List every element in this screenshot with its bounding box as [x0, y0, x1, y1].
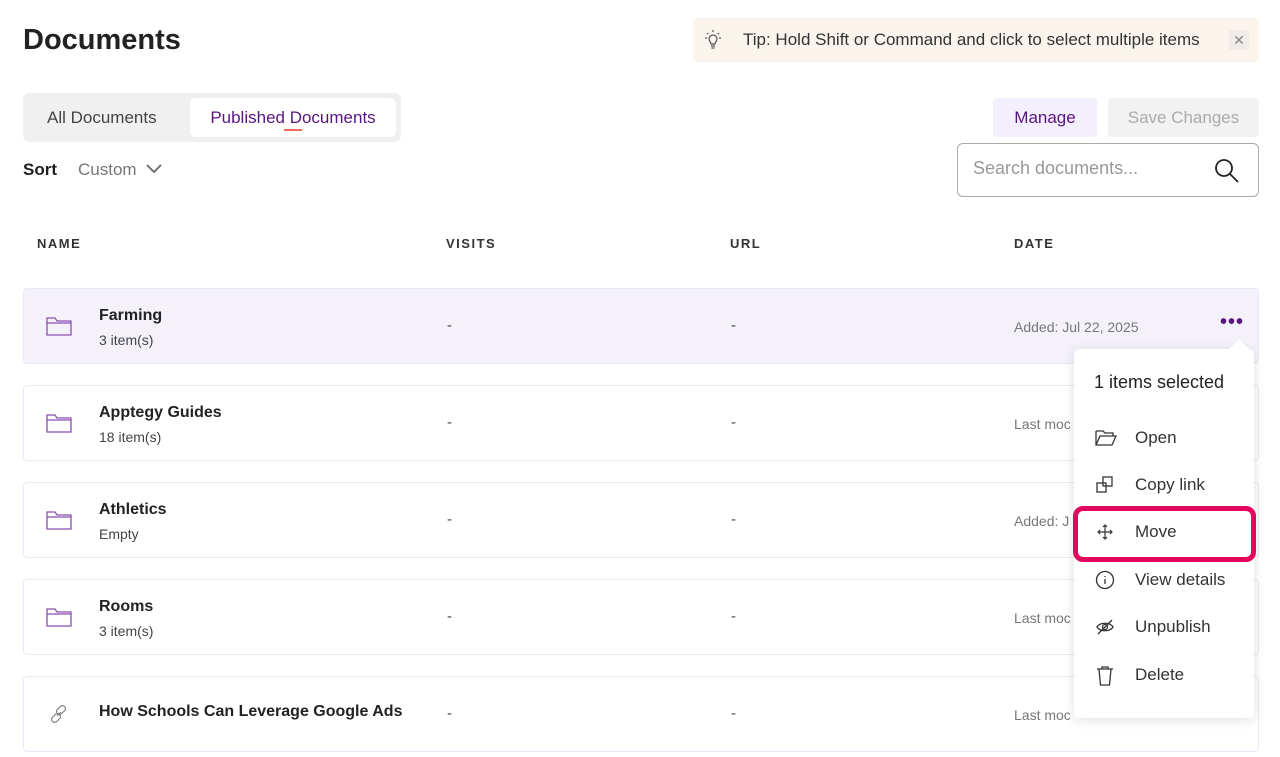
row-name[interactable]: How Schools Can Leverage Google Ads: [99, 703, 403, 720]
folder-icon: [46, 510, 72, 535]
menu-item-label: Unpublish: [1135, 617, 1211, 636]
row-url: -: [731, 414, 736, 431]
row-url: -: [731, 608, 736, 625]
page-title: Documents: [23, 24, 181, 56]
manage-button[interactable]: Manage: [993, 98, 1097, 137]
row-url: -: [731, 705, 736, 722]
link-icon: [49, 704, 69, 729]
table-row[interactable]: Rooms 3 item(s) - - Last moc: [23, 579, 1259, 655]
row-url: -: [731, 511, 736, 528]
row-visits: -: [447, 317, 452, 334]
folder-open-icon: [1095, 428, 1118, 448]
tab-all-documents[interactable]: All Documents: [47, 98, 157, 137]
copy-icon: [1095, 475, 1115, 495]
row-visits: -: [447, 511, 452, 528]
row-item-count: 18 item(s): [99, 429, 162, 445]
row-name[interactable]: Rooms: [99, 598, 154, 615]
table-row[interactable]: Apptegy Guides 18 item(s) - - Last moc: [23, 385, 1259, 461]
menu-item-open[interactable]: Open: [1074, 418, 1254, 458]
more-options-icon[interactable]: •••: [1219, 311, 1244, 333]
move-icon: [1095, 522, 1115, 542]
menu-item-label: Copy link: [1135, 475, 1205, 494]
menu-item-label: View details: [1135, 570, 1226, 589]
menu-item-delete[interactable]: Delete: [1074, 655, 1254, 695]
selection-count: 1 items selected: [1094, 372, 1225, 392]
menu-item-label: Move: [1135, 522, 1177, 541]
row-date: Last moc: [1014, 610, 1071, 626]
tab-label: All Documents: [47, 107, 157, 127]
table-row[interactable]: Athletics Empty - - Added: J: [23, 482, 1259, 558]
menu-item-copy-link[interactable]: Copy link: [1074, 465, 1254, 505]
tab-label: Published Documents: [210, 107, 376, 127]
document-tabs: All Documents Published Documents: [23, 93, 401, 142]
tab-published-documents[interactable]: Published Documents: [190, 98, 396, 137]
search-input[interactable]: [973, 158, 1203, 179]
trash-icon: [1095, 665, 1115, 686]
menu-item-label: Open: [1135, 428, 1177, 447]
sort-dropdown[interactable]: Custom: [78, 160, 163, 180]
row-item-count: 3 item(s): [99, 623, 154, 639]
column-header-url[interactable]: URL: [730, 236, 762, 251]
search-icon[interactable]: [1214, 158, 1240, 189]
row-name[interactable]: Athletics: [99, 501, 167, 518]
menu-item-label: Delete: [1135, 665, 1185, 684]
info-icon: [1095, 570, 1115, 590]
column-header-name[interactable]: NAME: [37, 236, 82, 251]
sort-value: Custom: [78, 160, 137, 179]
tip-banner: Tip: Hold Shift or Command and click to …: [693, 18, 1259, 62]
row-visits: -: [447, 705, 452, 722]
sort-label: Sort: [23, 160, 57, 179]
row-visits: -: [447, 414, 452, 431]
active-tab-indicator: [284, 129, 302, 131]
row-name[interactable]: Farming: [99, 307, 163, 324]
column-header-visits[interactable]: VISITS: [446, 236, 497, 251]
row-url: -: [731, 317, 736, 334]
row-date: Added: Jul 22, 2025: [1014, 319, 1139, 335]
context-menu: 1 items selected Open Copy link Move View d…: [1074, 339, 1254, 718]
table-row[interactable]: Farming 3 item(s) - - Added: Jul 22, 202…: [23, 288, 1259, 364]
lightbulb-icon: [703, 29, 723, 56]
folder-icon: [46, 413, 72, 438]
tip-text: Tip: Hold Shift or Command and click to …: [743, 30, 1200, 49]
menu-item-view-details[interactable]: View details: [1074, 560, 1254, 600]
row-date: Last moc: [1014, 707, 1071, 723]
eye-off-icon: [1095, 617, 1115, 637]
row-visits: -: [447, 608, 452, 625]
folder-icon: [46, 607, 72, 632]
column-header-date[interactable]: DATE: [1014, 236, 1055, 251]
save-changes-button[interactable]: Save Changes: [1108, 98, 1259, 137]
close-icon[interactable]: ✕: [1229, 30, 1249, 50]
folder-icon: [46, 316, 72, 341]
chevron-down-icon: [145, 160, 163, 180]
menu-item-unpublish[interactable]: Unpublish: [1074, 607, 1254, 647]
row-name[interactable]: Apptegy Guides: [99, 404, 222, 421]
row-item-count: Empty: [99, 526, 139, 542]
row-date: Last moc: [1014, 416, 1071, 432]
search-box: [957, 143, 1259, 197]
row-date: Added: J: [1014, 513, 1070, 529]
row-item-count: 3 item(s): [99, 332, 154, 348]
table-row[interactable]: How Schools Can Leverage Google Ads - - …: [23, 676, 1259, 752]
menu-item-move[interactable]: Move: [1074, 512, 1254, 552]
